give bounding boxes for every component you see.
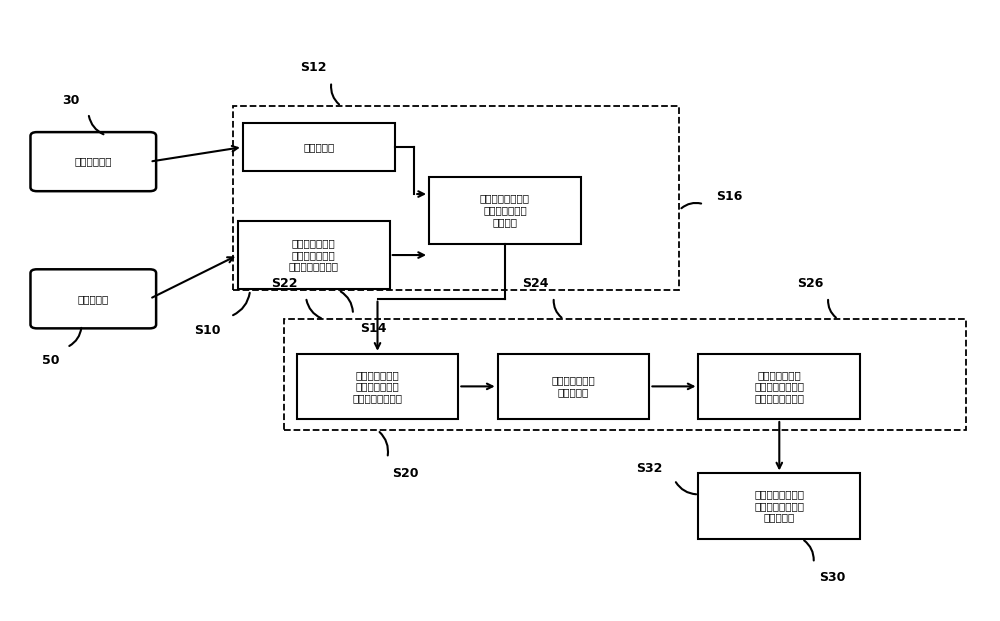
Text: 将线图像以规定
的面积单位映射
在对应坐标位置上: 将线图像以规定 的面积单位映射 在对应坐标位置上 (352, 369, 402, 403)
Bar (698, 473, 860, 539)
Text: 通过坐标计算合
成平铺图像: 通过坐标计算合 成平铺图像 (552, 376, 595, 397)
Bar (698, 354, 860, 419)
Bar (429, 176, 581, 243)
Bar (233, 106, 679, 290)
Text: S30: S30 (819, 571, 846, 584)
Text: 将各线图像和坐标
值依次储存在线
缓冲器内: 将各线图像和坐标 值依次储存在线 缓冲器内 (480, 194, 530, 227)
FancyBboxPatch shape (30, 132, 156, 191)
Text: S20: S20 (392, 466, 419, 479)
Text: 线图像传感器: 线图像传感器 (75, 156, 112, 166)
Text: S10: S10 (194, 324, 221, 337)
Bar (498, 354, 649, 419)
Bar (243, 123, 395, 171)
FancyBboxPatch shape (30, 270, 156, 329)
Text: S14: S14 (360, 322, 387, 335)
Text: 检测移动距离、
移动方向的移动
信息并转换为坐标: 检测移动距离、 移动方向的移动 信息并转换为坐标 (289, 238, 339, 271)
Text: S24: S24 (522, 278, 549, 291)
Text: 将各平铺图像和
坐标值依次储存在
平铺图像缓冲器内: 将各平铺图像和 坐标值依次储存在 平铺图像缓冲器内 (754, 369, 804, 403)
Text: S12: S12 (300, 61, 327, 75)
Bar (238, 222, 390, 289)
Text: S22: S22 (271, 278, 297, 291)
Bar (297, 354, 458, 419)
Text: S16: S16 (716, 189, 742, 202)
Text: 将各平铺图像映射
在坐标位置并合成
为页面图像: 将各平铺图像映射 在坐标位置并合成 为页面图像 (754, 489, 804, 523)
Text: 30: 30 (62, 94, 80, 107)
Text: S32: S32 (636, 463, 662, 476)
Text: 移动感应器: 移动感应器 (78, 294, 109, 304)
Text: 读出线图像: 读出线图像 (303, 142, 334, 152)
Text: 50: 50 (42, 354, 59, 367)
Bar (284, 319, 966, 430)
Text: S26: S26 (797, 278, 823, 291)
